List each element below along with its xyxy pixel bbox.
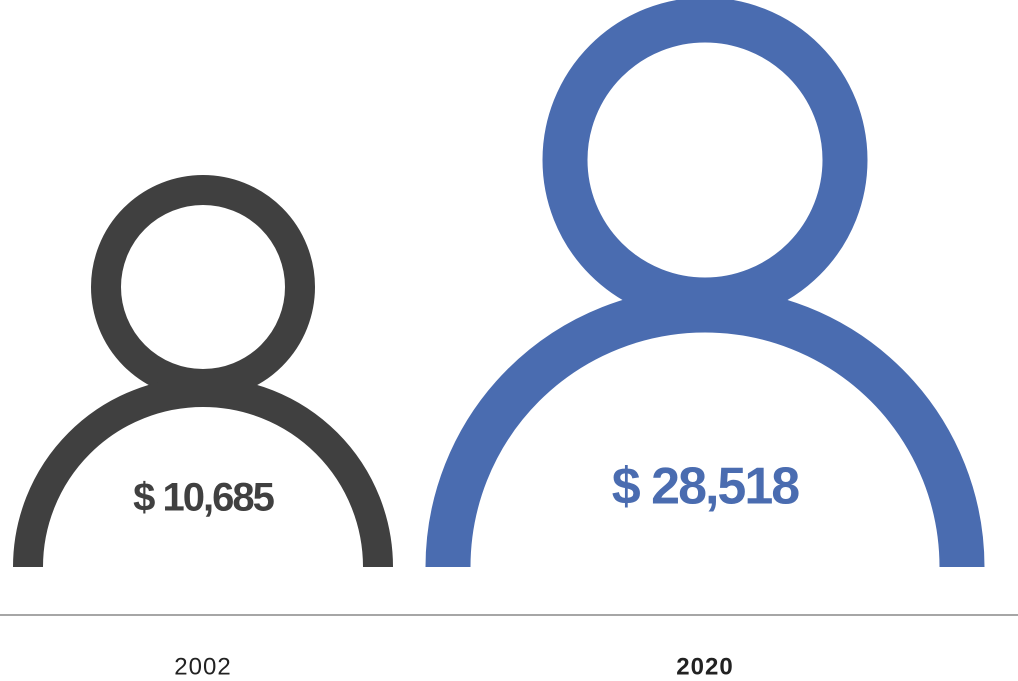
person-body: [13, 377, 393, 568]
person-head: [91, 175, 315, 399]
person-head: [542, 0, 868, 323]
value-label: $ 10,685: [133, 476, 274, 520]
person-body: [425, 287, 985, 568]
category-label: 2020: [676, 653, 733, 680]
value-label: $ 28,518: [612, 458, 799, 516]
person-icon: [13, 175, 393, 568]
person-icon: [425, 0, 985, 568]
category-label: 2002: [174, 653, 231, 680]
